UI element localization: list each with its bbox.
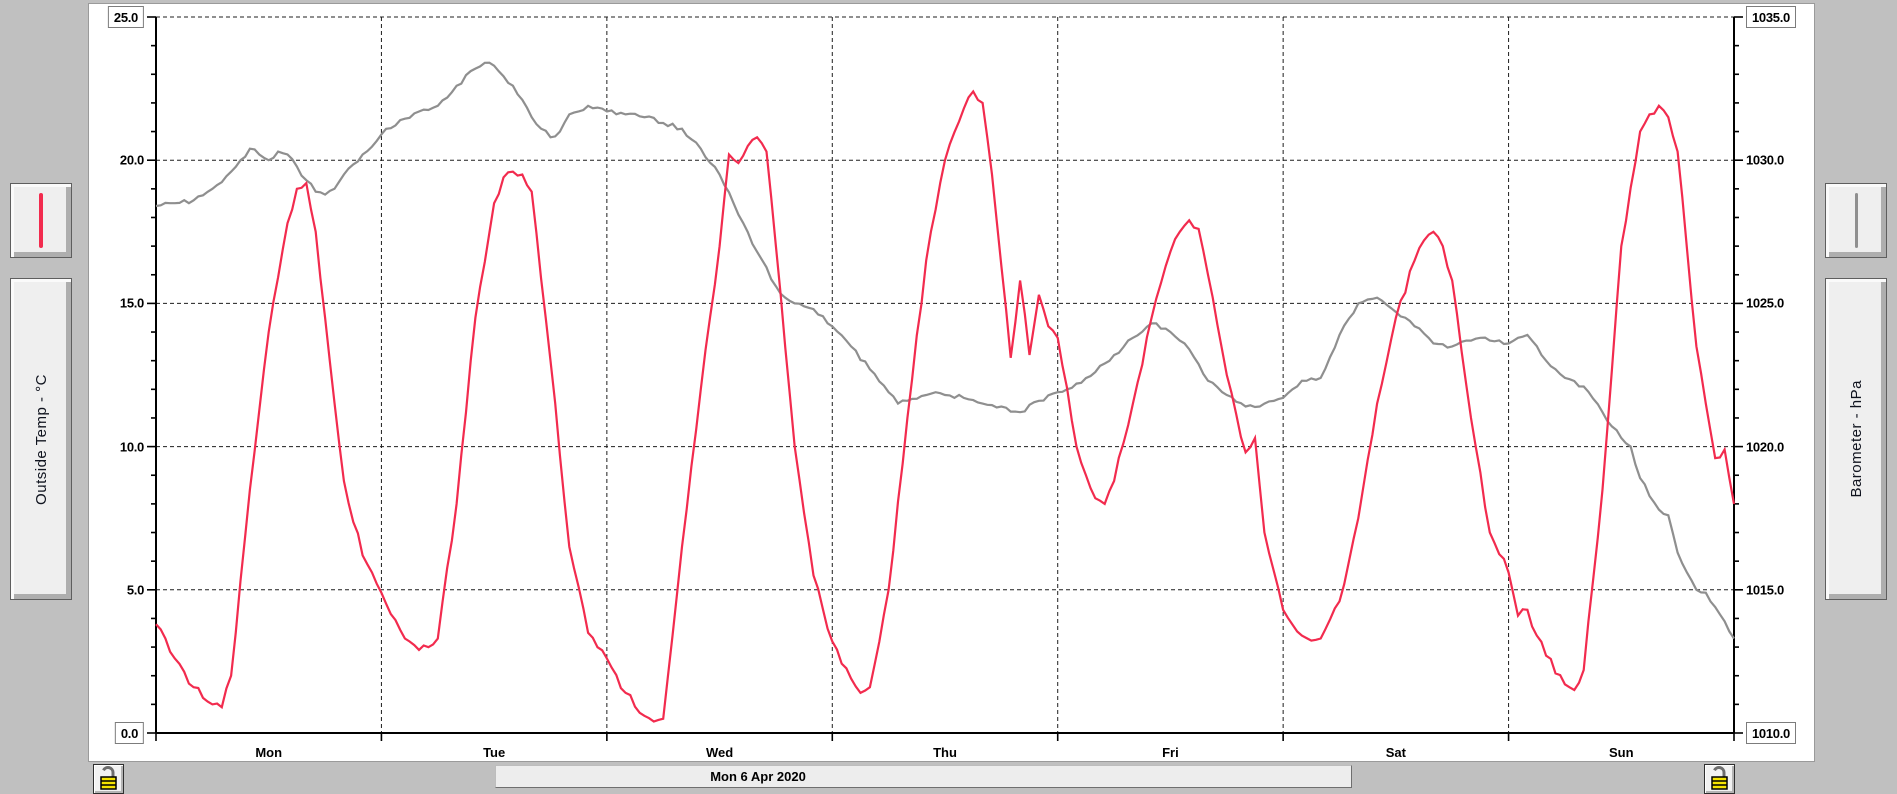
right-axis-tick-label: 1015.0 xyxy=(1746,582,1784,598)
x-axis-day-label: Mon xyxy=(255,745,283,760)
right-axis-lock-button[interactable] xyxy=(1704,764,1735,794)
x-axis-day-label: Tue xyxy=(483,745,506,760)
x-axis-day-label: Fri xyxy=(1162,745,1179,760)
left-axis-tick-label: 0.0 xyxy=(114,722,144,744)
open-padlock-icon xyxy=(1711,766,1728,790)
temp-axis-label: Outside Temp - °C xyxy=(32,373,50,505)
right-axis-tick-label: 1035.0 xyxy=(1746,6,1796,28)
x-axis-day-label: Thu xyxy=(933,745,957,760)
right-axis-tick-label: 1025.0 xyxy=(1746,295,1784,311)
barometer-axis-button[interactable]: Barometer - hPa xyxy=(1825,278,1887,600)
right-axis-tick-label: 1020.0 xyxy=(1746,439,1784,455)
left-axis-tick-label: 20.0 xyxy=(119,152,144,168)
date-range-scrollbar-thumb[interactable]: Mon 6 Apr 2020 xyxy=(495,765,1352,788)
chart-plot-area xyxy=(147,16,1743,741)
temp-axis-button[interactable]: Outside Temp - °C xyxy=(10,278,72,600)
temp-series-line-swatch xyxy=(39,193,43,248)
x-axis-day-label: Sun xyxy=(1609,745,1634,760)
left-axis-tick-label: 25.0 xyxy=(107,6,144,28)
bottom-scrollbar: Mon 6 Apr 2020 xyxy=(0,762,1897,794)
barometer-series-line xyxy=(155,61,1735,640)
open-padlock-icon xyxy=(100,766,117,790)
left-axis-tick-label: 15.0 xyxy=(119,295,144,311)
barometer-axis-label: Barometer - hPa xyxy=(1847,380,1865,498)
x-axis-day-label: Sat xyxy=(1385,745,1406,760)
date-range-label: Mon 6 Apr 2020 xyxy=(710,769,806,784)
left-axis-tick-label: 10.0 xyxy=(119,439,144,455)
x-axis-day-label: Wed xyxy=(705,745,734,760)
temp-series-legend-button[interactable] xyxy=(10,183,72,258)
right-axis-tick-label: 1010.0 xyxy=(1746,722,1796,744)
left-axis-lock-button[interactable] xyxy=(93,764,124,794)
chart-panel: 25.0 20.0 15.0 10.0 5.0 0.0 1035.0 1030.0 1025.0… xyxy=(88,3,1815,762)
barometer-series-legend-button[interactable] xyxy=(1825,183,1887,258)
right-axis-tick-label: 1030.0 xyxy=(1746,152,1784,168)
barometer-series-line-swatch xyxy=(1854,193,1858,248)
temperature-series-line xyxy=(155,89,1736,723)
left-axis-tick-label: 5.0 xyxy=(126,582,144,598)
